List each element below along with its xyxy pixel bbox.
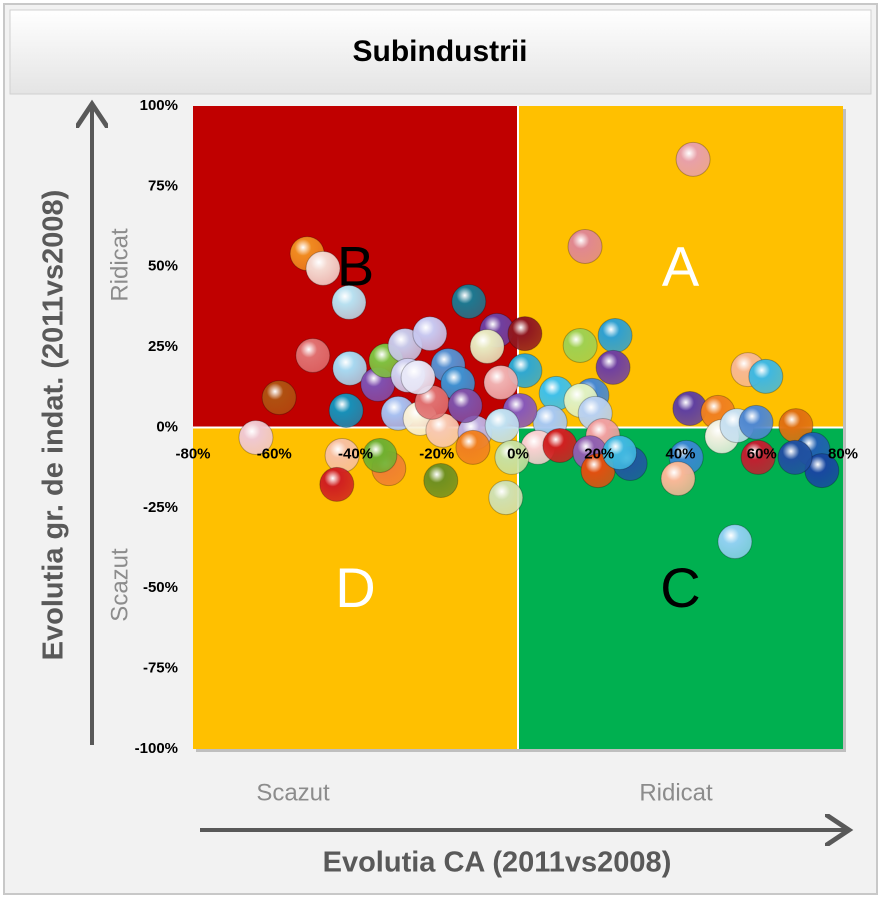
bubble [319,466,355,502]
bubble [305,250,341,286]
bubble [331,284,367,320]
y-tick-label: 0% [156,418,178,435]
y-low-label: Scazut [106,548,133,622]
y-tick-label: -100% [135,740,178,757]
x-low-label: Scazut [256,779,330,806]
y-tick-label: 75% [148,177,178,194]
quadrant-label: C [660,556,700,619]
bubble [332,350,368,386]
x-tick-label: 0% [507,445,529,462]
x-tick-label: -20% [419,445,454,462]
bubble [597,318,633,354]
y-tick-label: 25% [148,338,178,355]
bubble [451,283,487,319]
y-tick-label: -25% [143,499,178,516]
x-high-label: Ridicat [639,779,713,806]
y-tick-label: 50% [148,258,178,275]
x-tick-label: -80% [175,445,210,462]
quadrant-label: A [662,235,700,298]
bubble [362,437,398,473]
y-tick-label: -50% [143,579,178,596]
bubble [602,435,638,471]
bubble [494,439,530,475]
x-tick-label: 40% [665,445,695,462]
bubble [507,316,543,352]
bubble [748,358,784,394]
x-tick-label: 80% [828,445,858,462]
bubble [660,461,696,497]
x-tick-label: 60% [747,445,777,462]
bubble [542,428,578,464]
x-axis-title: Evolutia CA (2011vs2008) [323,847,672,879]
y-high-label: Ridicat [106,228,133,302]
x-tick-label: -60% [257,445,292,462]
bubble [400,359,436,395]
bubble [595,349,631,385]
bubble [675,141,711,177]
bubble [238,419,274,455]
y-axis-title: Evolutia gr. de indat. (2011vs2008) [38,190,70,661]
bubble [562,328,598,364]
bubble [488,480,524,516]
y-tick-label: -75% [143,660,178,677]
title-bar [9,9,872,95]
y-tick-label: 100% [140,97,178,114]
bubble [483,364,519,400]
bubble [295,337,331,373]
bubble [261,380,297,416]
bubble [328,392,364,428]
bubble [469,328,505,364]
bubble [484,408,520,444]
bubble [777,439,813,475]
bubble [740,439,776,475]
bubble [567,228,603,264]
chart-title: Subindustrii [353,35,528,68]
bubble [423,463,459,499]
bubble [455,429,491,465]
bubble [412,316,448,352]
bubble [738,404,774,440]
x-tick-label: 20% [584,445,614,462]
x-tick-label: -40% [338,445,373,462]
quadrant-label: D [335,556,375,619]
quadrant [193,427,518,749]
bubble [717,524,753,560]
bubble [447,388,483,424]
